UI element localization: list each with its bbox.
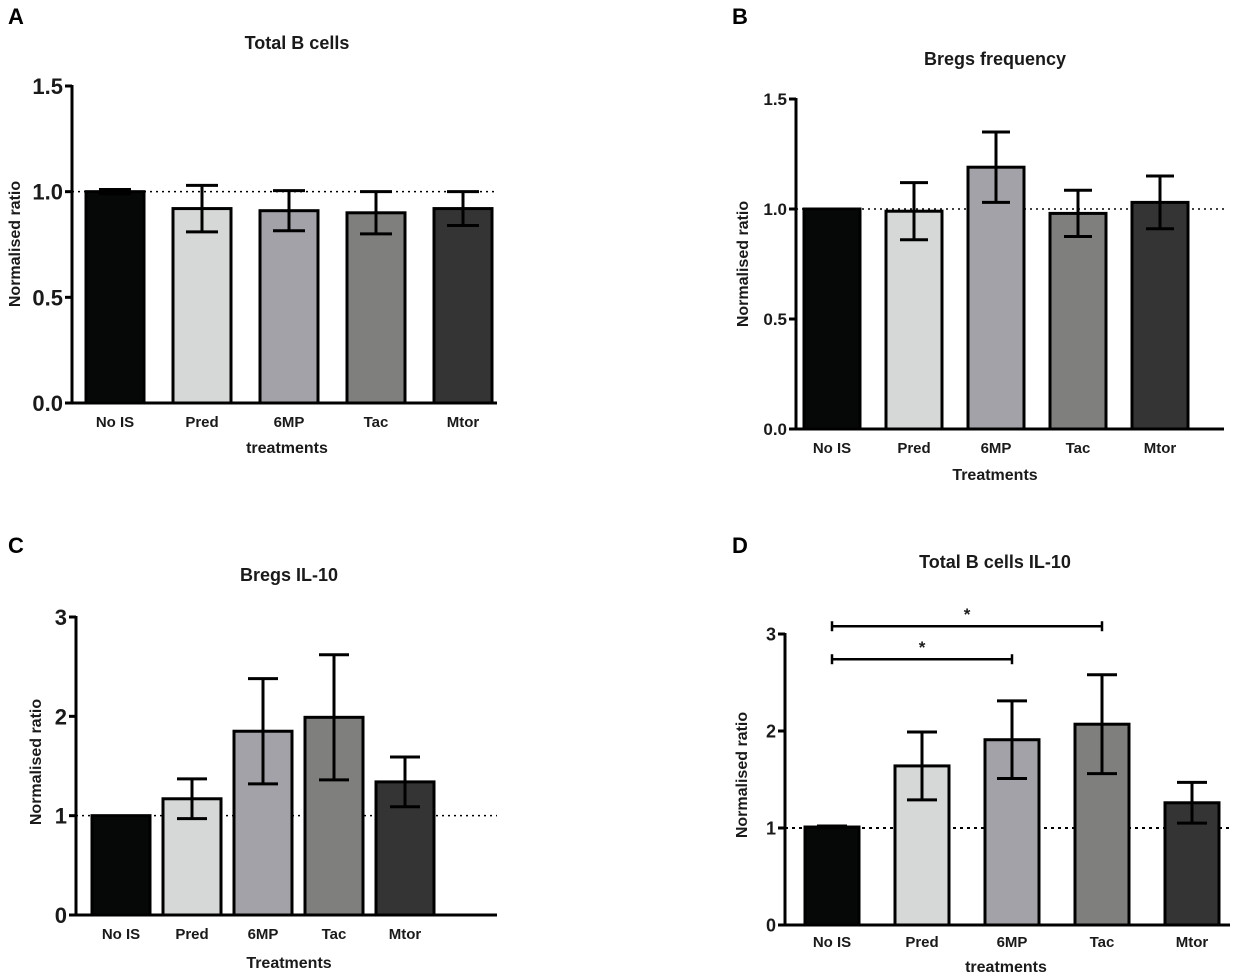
y-axis-label: Normalised ratio: [735, 201, 752, 327]
bar-6mp: [258, 209, 320, 405]
bar-mtor: [432, 207, 494, 405]
bar-no-is: [803, 825, 861, 927]
x-tick-label: No IS: [96, 414, 134, 431]
chart-title: Total B cells IL-10: [919, 552, 1071, 572]
error-bar-pred: [900, 181, 928, 242]
error-bar-6mp: [248, 677, 278, 786]
error-bar-tac: [1064, 188, 1092, 238]
x-tick-label: Mtor: [1144, 440, 1177, 457]
error-bar-6mp: [982, 130, 1010, 204]
x-tick-label: Pred: [897, 440, 930, 457]
y-tick-label: 3: [55, 605, 67, 630]
y-tick-label: 0.0: [763, 420, 787, 439]
y-tick-label: 1: [55, 804, 67, 829]
error-bar-6mp: [273, 189, 305, 233]
x-axis-label: Treatments: [952, 467, 1037, 484]
chart-title: Bregs IL-10: [240, 565, 338, 585]
error-bar-mtor: [447, 190, 479, 227]
panel-letter: B: [732, 4, 748, 29]
panel-letter: C: [8, 533, 24, 558]
significance-star: *: [919, 638, 926, 657]
error-bar-6mp: [997, 699, 1027, 781]
y-tick-label: 0.5: [763, 310, 787, 329]
error-bar-tac: [1087, 673, 1117, 776]
x-axis-label: Treatments: [246, 955, 331, 972]
significance-star: *: [964, 605, 971, 624]
y-tick-label: 2: [55, 704, 67, 729]
panel-c: C Bregs IL-10 No IS Pred 6MP Tac Mtor 0 1 2 3 Treat…: [8, 533, 497, 972]
y-axis-label: Normalised ratio: [734, 712, 751, 838]
y-tick-label: 0: [55, 903, 67, 928]
x-tick-label: 6MP: [274, 414, 305, 431]
x-tick-label: Tac: [1066, 440, 1091, 457]
y-tick-label: 0: [766, 915, 776, 935]
x-tick-label: Pred: [175, 926, 208, 943]
x-tick-label: No IS: [102, 926, 140, 943]
bar-tac: [1048, 211, 1108, 431]
panel-a: A Total B cells No IS Pred 6MP Tac Mtor 0.0 0.5 1…: [7, 4, 497, 457]
error-bar-pred: [907, 730, 937, 802]
error-bar-pred: [177, 777, 207, 821]
error-bar-mtor: [1177, 780, 1207, 825]
panel-letter: A: [8, 4, 24, 29]
x-axis-label: treatments: [246, 440, 328, 457]
bar-pred: [884, 209, 944, 431]
error-bar-tac: [319, 653, 349, 782]
bar-no-is: [802, 207, 862, 431]
error-bar-pred: [186, 183, 218, 234]
x-tick-label: Pred: [905, 934, 938, 951]
chart-title: Total B cells: [245, 33, 350, 53]
chart-title: Bregs frequency: [924, 49, 1066, 69]
bar-no-is: [90, 814, 152, 917]
bar-6mp: [966, 165, 1026, 431]
bar-tac: [1073, 722, 1131, 927]
y-tick-label: 1: [766, 818, 776, 838]
error-bar-mtor: [1146, 174, 1174, 231]
x-tick-label: No IS: [813, 440, 851, 457]
bar-no-is: [84, 190, 146, 405]
y-tick-label: 1.0: [763, 200, 787, 219]
x-tick-label: 6MP: [248, 926, 279, 943]
y-tick-label: 0.5: [32, 285, 63, 310]
y-tick-label: 0.0: [32, 391, 63, 416]
x-axis-label: treatments: [965, 959, 1047, 976]
error-bar-no-is: [99, 188, 131, 196]
x-tick-label: No IS: [813, 934, 851, 951]
x-tick-label: Tac: [1090, 934, 1115, 951]
x-tick-label: 6MP: [997, 934, 1028, 951]
y-tick-label: 1.5: [32, 74, 63, 99]
y-tick-label: 1.5: [763, 90, 787, 109]
panel-b: B Bregs frequency No IS Pred 6MP Tac Mtor 0.0 0.…: [732, 4, 1224, 484]
y-axis-label: Normalised ratio: [7, 181, 24, 307]
significance-bracket: *: [830, 605, 1104, 632]
x-tick-label: Mtor: [389, 926, 422, 943]
y-tick-label: 2: [766, 721, 776, 741]
error-bar-tac: [360, 190, 392, 236]
significance-bracket: *: [830, 638, 1014, 665]
bar-mtor: [1130, 200, 1190, 431]
panel-letter: D: [732, 533, 748, 558]
x-tick-label: Tac: [322, 926, 347, 943]
error-bar-mtor: [390, 755, 420, 809]
y-tick-label: 1.0: [32, 180, 63, 205]
error-bar-no-is: [817, 824, 847, 830]
bar-pred: [171, 207, 233, 405]
panel-d: D Total B cells IL-10 No IS Pred 6MP Tac Mtor 0…: [732, 533, 1230, 976]
y-tick-label: 3: [766, 624, 776, 644]
y-axis-label: Normalised ratio: [28, 699, 45, 825]
x-tick-label: Tac: [364, 414, 389, 431]
bar-tac: [345, 211, 407, 405]
x-tick-label: Mtor: [1176, 934, 1209, 951]
x-tick-label: Mtor: [447, 414, 480, 431]
x-tick-label: 6MP: [981, 440, 1012, 457]
x-tick-label: Pred: [185, 414, 218, 431]
